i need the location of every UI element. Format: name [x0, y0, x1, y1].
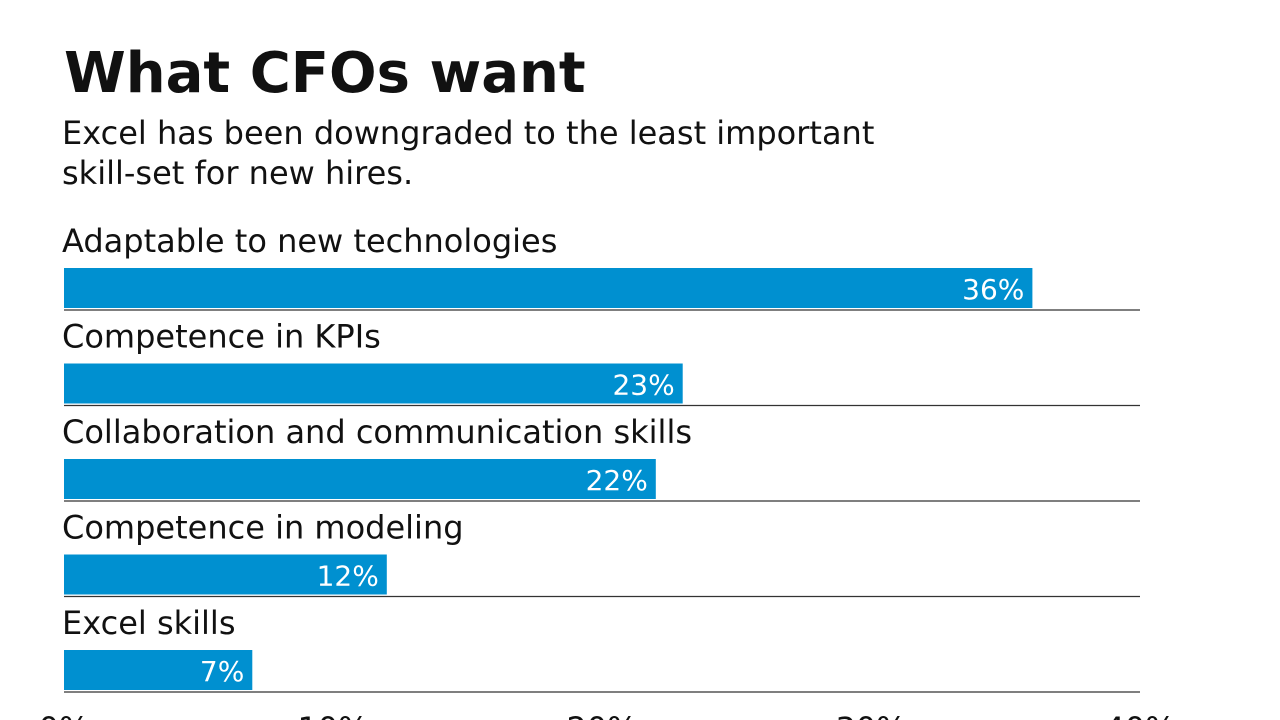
bar [64, 650, 253, 690]
value-label: 23% [612, 369, 674, 402]
bar [64, 363, 683, 404]
x-tick-label: 30% [835, 710, 906, 720]
category-label: Collaboration and communication skills [62, 413, 692, 451]
bar [64, 459, 656, 499]
value-label: 36% [962, 273, 1024, 306]
category-label: Adaptable to new technologies [62, 222, 557, 260]
category-label: Excel skills [62, 604, 235, 642]
value-label: 12% [317, 560, 379, 593]
value-label: 22% [586, 464, 648, 497]
x-tick-label: 20% [566, 710, 637, 720]
chart-title: What CFOs want [64, 41, 586, 106]
value-label: 7% [200, 655, 244, 688]
x-tick-label: 10% [297, 710, 368, 720]
chart-subtitle: Excel has been downgraded to the least i… [62, 114, 874, 192]
bar [64, 554, 387, 595]
bar [64, 268, 1033, 308]
category-label: Competence in KPIs [62, 318, 381, 356]
x-tick-label: 0% [39, 710, 90, 720]
x-tick-label: 40% [1104, 710, 1175, 720]
category-label: Competence in modeling [62, 509, 464, 547]
